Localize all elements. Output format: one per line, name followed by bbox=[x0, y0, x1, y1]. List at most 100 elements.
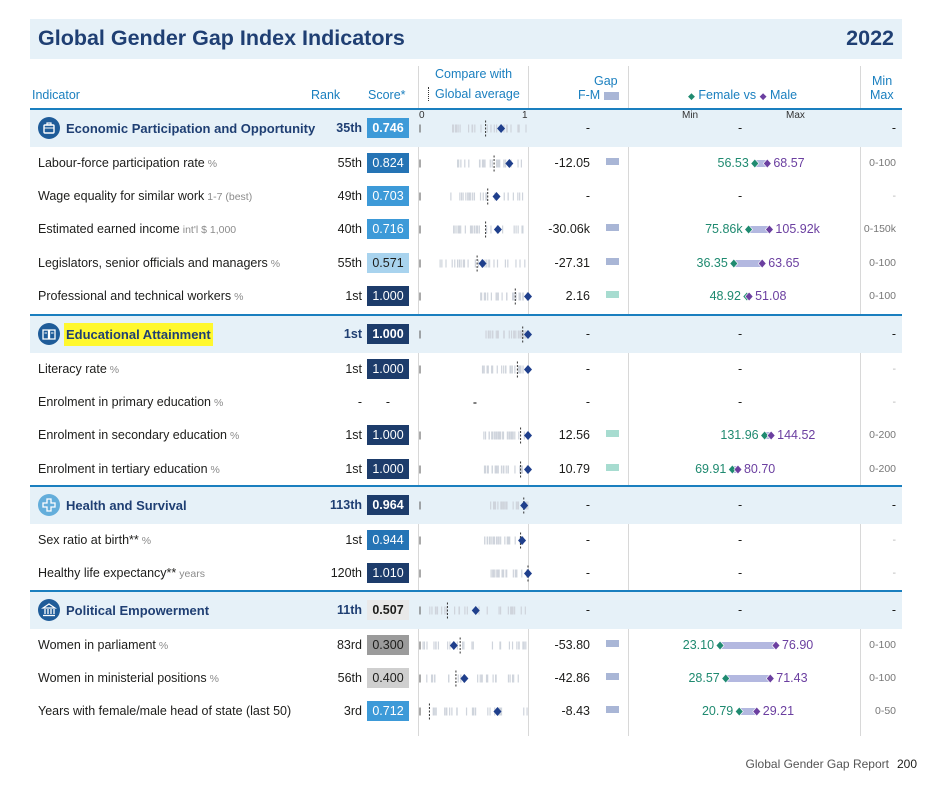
score-badge: 0.716 bbox=[367, 219, 409, 240]
min-max-range: - bbox=[892, 396, 897, 409]
female-male-cell: - bbox=[30, 180, 902, 213]
gap-bar bbox=[606, 290, 619, 298]
category-label: Economic Participation and Opportunity bbox=[66, 121, 316, 136]
table-row: Estimated earned income int'l $ 1,000 40th… bbox=[30, 213, 902, 246]
male-value: 68.57 bbox=[773, 156, 805, 170]
female-male-cell: 20.79 29.21 bbox=[30, 695, 902, 728]
female-male-plot bbox=[729, 258, 767, 269]
female-male-cell: 131.96 144.52 bbox=[30, 419, 902, 452]
table-row: Labour-force participation rate% 55th 0.82… bbox=[30, 147, 902, 180]
indicator-unit: % bbox=[141, 535, 152, 547]
column-divider bbox=[528, 66, 529, 736]
score-badge: 1.010 bbox=[367, 563, 409, 584]
female-male-empty: - bbox=[738, 327, 743, 341]
female-value: 28.57 bbox=[688, 671, 720, 686]
female-value: 36.35 bbox=[696, 255, 728, 270]
rank-value: 113th bbox=[330, 498, 362, 512]
gap-bar bbox=[606, 224, 619, 232]
male-value: 29.21 bbox=[762, 704, 795, 719]
gap-value: 12.56 bbox=[558, 428, 590, 443]
axis-label-zero: 0 bbox=[419, 110, 425, 121]
indicator-name: Enrolment in tertiary education bbox=[38, 461, 208, 476]
indicator-label: Sex ratio at birth**% bbox=[38, 533, 151, 547]
category-label: Health and Survival bbox=[66, 498, 187, 513]
rank-value: 55th bbox=[337, 255, 362, 270]
female-male-cell: 69.91 80.70 bbox=[30, 453, 902, 486]
gap-bar bbox=[606, 706, 619, 714]
min-max-range: 0-100 bbox=[869, 639, 896, 651]
title-bar: Global Gender Gap Index Indicators 2022 bbox=[30, 19, 902, 59]
female-male-plot bbox=[750, 158, 772, 169]
min-max-range: 0-200 bbox=[869, 429, 896, 442]
min-max-range: - bbox=[892, 190, 897, 203]
female-male-plot bbox=[734, 706, 762, 717]
male-diamond-marker bbox=[766, 430, 776, 441]
report-year: 2022 bbox=[846, 26, 894, 50]
female-male-plot bbox=[727, 464, 743, 475]
rank-value: 1st bbox=[345, 461, 362, 476]
page-title: Global Gender Gap Index Indicators bbox=[38, 26, 405, 50]
female-male-empty: - bbox=[738, 603, 743, 617]
min-max-range: 0-100 bbox=[869, 672, 896, 685]
female-male-empty: - bbox=[738, 498, 743, 512]
gap-bar bbox=[606, 640, 619, 647]
male-diamond-marker bbox=[733, 464, 743, 475]
female-male-cell: 48.92 51.08 bbox=[30, 280, 902, 313]
male-diamond-marker bbox=[752, 706, 762, 717]
table-row: Legislators, senior officials and manage… bbox=[30, 247, 902, 280]
indicator-unit: % bbox=[234, 290, 244, 303]
score-badge: 1.000 bbox=[367, 458, 409, 479]
rank-value: 56th bbox=[337, 671, 362, 686]
rank-value: 1st bbox=[345, 533, 362, 547]
category-row: Educational Attainment 1st 1.000 - - - bbox=[30, 316, 902, 353]
header-score: Score* bbox=[368, 88, 406, 102]
indicator-label: Women in parliament% bbox=[38, 638, 168, 652]
rank-value: 120th bbox=[330, 566, 362, 581]
score-badge: 0.944 bbox=[367, 530, 409, 550]
female-diamond-marker bbox=[715, 640, 725, 651]
gap-value: -53.80 bbox=[554, 638, 590, 652]
male-diamond-marker bbox=[762, 158, 772, 169]
header-male: Male bbox=[769, 88, 798, 102]
table-row: Literacy rate% 1st 1.000 - - - bbox=[30, 353, 902, 386]
female-value: 48.92 bbox=[709, 288, 741, 303]
category-row: Economic Participation and Opportunity 35… bbox=[30, 110, 902, 147]
score-badge: 0.300 bbox=[367, 635, 409, 655]
female-diamond-marker bbox=[744, 224, 753, 235]
female-male-range-bar bbox=[754, 160, 768, 167]
female-value: 20.79 bbox=[701, 704, 734, 719]
axis-label-one: 1 bbox=[522, 110, 528, 121]
indicator-name: Estimated earned income bbox=[38, 222, 180, 237]
gap-value: - bbox=[585, 189, 590, 204]
header-gap-line1: Gap bbox=[594, 74, 618, 88]
female-male-empty: - bbox=[738, 121, 743, 135]
female-diamond-marker bbox=[760, 430, 770, 441]
table-row: Sex ratio at birth**% 1st 0.944 - - - bbox=[30, 524, 902, 557]
female-value: 23.10 bbox=[682, 638, 715, 652]
indicator-label: Enrolment in primary education% bbox=[38, 395, 223, 409]
axis-label-min: Min bbox=[682, 110, 699, 121]
male-value: 51.08 bbox=[755, 288, 787, 303]
min-max-range: - bbox=[891, 498, 896, 512]
male-diamond-marker bbox=[771, 640, 781, 651]
gap-value: 10.79 bbox=[558, 461, 590, 476]
table-row: Enrolment in secondary education% 1st 1.00… bbox=[30, 419, 902, 452]
rank-value: 1st bbox=[345, 288, 362, 303]
female-diamond-marker bbox=[721, 673, 731, 684]
indicator-unit: % bbox=[158, 640, 169, 652]
female-male-cell: - bbox=[30, 592, 902, 625]
indicator-unit: % bbox=[207, 158, 218, 170]
indicator-unit: % bbox=[109, 364, 120, 376]
female-male-range-bar bbox=[739, 708, 757, 716]
gap-value: -42.86 bbox=[554, 671, 590, 686]
female-diamond-marker bbox=[734, 706, 744, 717]
gap-value: - bbox=[585, 362, 590, 376]
section-divider bbox=[30, 314, 902, 316]
gap-bar bbox=[606, 430, 619, 438]
female-value: 131.96 bbox=[720, 428, 759, 443]
female-male-cell: - bbox=[30, 110, 902, 143]
gap-bar bbox=[606, 257, 619, 265]
table-row: Enrolment in tertiary education% 1st 1.000… bbox=[30, 453, 902, 486]
header-rank: Rank bbox=[311, 88, 341, 102]
indicator-name: Years with female/male head of state (la… bbox=[38, 704, 292, 719]
